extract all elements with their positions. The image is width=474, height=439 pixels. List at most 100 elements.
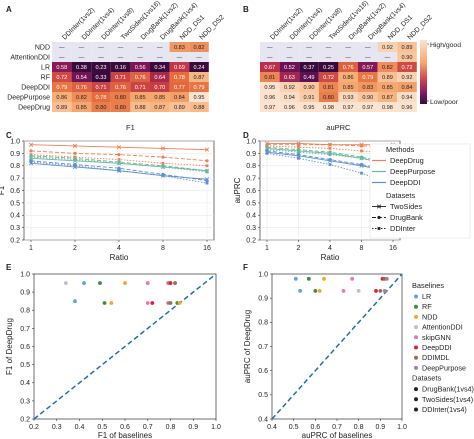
- line-marker-square: [29, 155, 33, 159]
- heatmap-cell-value: —: [118, 45, 124, 51]
- y-tick-label: 0.3: [20, 398, 30, 405]
- heatmap-cell: [318, 52, 339, 62]
- heatmap-cell-value: 0.89: [402, 45, 413, 51]
- heatmap-cell: [358, 62, 378, 72]
- legend-marker: [414, 304, 418, 309]
- heatmap-cell: [358, 82, 378, 92]
- line-marker-square: [328, 147, 332, 150]
- scatter-point: [378, 289, 383, 293]
- line-marker-square: [205, 164, 209, 168]
- y-tick-label: 0.5: [246, 200, 256, 207]
- heatmap-cell: [397, 62, 417, 72]
- heatmap-cell: [338, 42, 358, 52]
- y-tick-label: 1.0: [10, 138, 20, 145]
- y-tick-label: 0.3: [246, 225, 256, 232]
- line-marker-square: [117, 169, 121, 173]
- scatter-point: [382, 289, 387, 293]
- panel-letter: C: [6, 131, 12, 140]
- x-tick-label: 0.7: [143, 424, 153, 431]
- legend-title: Datasets: [412, 374, 441, 383]
- heatmap-cell: [397, 52, 417, 62]
- line-marker-square: [360, 156, 363, 160]
- heatmap-cell: [338, 82, 358, 92]
- heatmap-cell-value: 0.94: [402, 95, 413, 101]
- y-tick-label: 0.3: [10, 225, 20, 232]
- heatmap-cell-value: —: [306, 55, 312, 61]
- legend-label: LR: [422, 292, 431, 301]
- heatmap-cell-value: —: [59, 55, 65, 61]
- heatmap-cell: [169, 102, 190, 112]
- heatmap-cell-value: 0.72: [56, 75, 67, 81]
- heatmap-cell-value: —: [287, 45, 293, 51]
- line-marker-square: [297, 156, 300, 160]
- line-marker-square: [161, 165, 165, 169]
- heatmap-cell: [377, 82, 398, 92]
- line-marker-square: [360, 171, 363, 175]
- line-marker-x: [72, 143, 78, 149]
- y-tick-label: 0.4: [20, 380, 30, 387]
- heatmap-cell: [260, 102, 280, 112]
- heatmap-cell-value: 0.24: [194, 65, 205, 71]
- heatmap-cell: [52, 102, 72, 112]
- heatmap-cell: [397, 82, 417, 92]
- series-line: [30, 150, 208, 162]
- heatmap-cell: [169, 82, 190, 92]
- line-marker-square: [161, 174, 165, 178]
- panel-letter: D: [243, 131, 249, 140]
- line-marker-square: [205, 170, 209, 174]
- heatmap-cell: [279, 42, 300, 52]
- line-marker-x: [160, 146, 166, 151]
- legend-label: DeepDrug: [390, 156, 424, 165]
- heatmap-cell-value: —: [326, 45, 332, 51]
- heatmap-cell: [377, 72, 398, 82]
- heatmap-cell: [397, 102, 417, 112]
- panel-letter: B: [243, 5, 249, 14]
- heatmap-cell: [358, 72, 378, 82]
- heatmap-cell-value: 0.89: [174, 105, 185, 111]
- x-tick-label: 8: [161, 245, 165, 252]
- heatmap-cell-value: —: [98, 45, 104, 51]
- heatmap-cell-value: 0.82: [194, 45, 205, 51]
- legend-label: TwoSides(1vs4): [422, 395, 473, 404]
- x-tick-label: 0.6: [120, 424, 130, 431]
- line-marker-square: [29, 160, 33, 164]
- scatter-point: [350, 276, 355, 281]
- heatmap-cell: [110, 72, 131, 82]
- y-tick-label: 0.5: [258, 392, 268, 399]
- heatmap-cell-value: —: [137, 55, 143, 61]
- line-marker-x: [204, 177, 210, 182]
- heatmap-cell-value: —: [385, 55, 391, 61]
- x-tick-label: 1: [265, 245, 269, 252]
- heatmap-cell: [377, 102, 398, 112]
- heatmap-cell: [318, 102, 339, 112]
- heatmap-cell: [71, 92, 92, 102]
- heatmap-cell-value: 0.37: [304, 65, 315, 71]
- heatmap-cell: [279, 82, 300, 92]
- heatmap-cell: [260, 42, 280, 52]
- y-tick-label: 0.9: [246, 151, 256, 158]
- heatmap-cell: [130, 102, 150, 112]
- heatmap-cell-value: 0.78: [96, 95, 107, 101]
- heatmap-cell-value: —: [345, 45, 351, 51]
- heatmap-cell-value: 0.87: [382, 95, 393, 101]
- legend-label: RF: [422, 302, 432, 311]
- legend-title: Methods: [386, 145, 415, 154]
- heatmap-cell-value: 0.49: [304, 75, 315, 81]
- heatmap-cell-value: 0.72: [323, 75, 334, 81]
- legend-title: Datasets: [386, 191, 415, 200]
- line-marker-x: [359, 142, 364, 147]
- heatmap-row-label: LR: [41, 65, 50, 72]
- x-tick-label: 0.3: [52, 424, 62, 431]
- x-axis-label: Ratio: [321, 253, 340, 262]
- heatmap-cell: [91, 62, 111, 72]
- heatmap-cell: [110, 62, 131, 72]
- heatmap-cell-value: 0.81: [323, 85, 334, 91]
- legend-box: [369, 143, 471, 239]
- heatmap-cell-value: 0.98: [323, 105, 334, 111]
- line-marker-square: [377, 227, 381, 230]
- x-tick-label: 0.8: [166, 424, 176, 431]
- y-tick-label: 0.6: [10, 188, 20, 195]
- heatmap-cell-value: 0.23: [96, 65, 107, 71]
- x-tick-label: 1: [29, 245, 33, 252]
- heatmap-cell: [358, 52, 378, 62]
